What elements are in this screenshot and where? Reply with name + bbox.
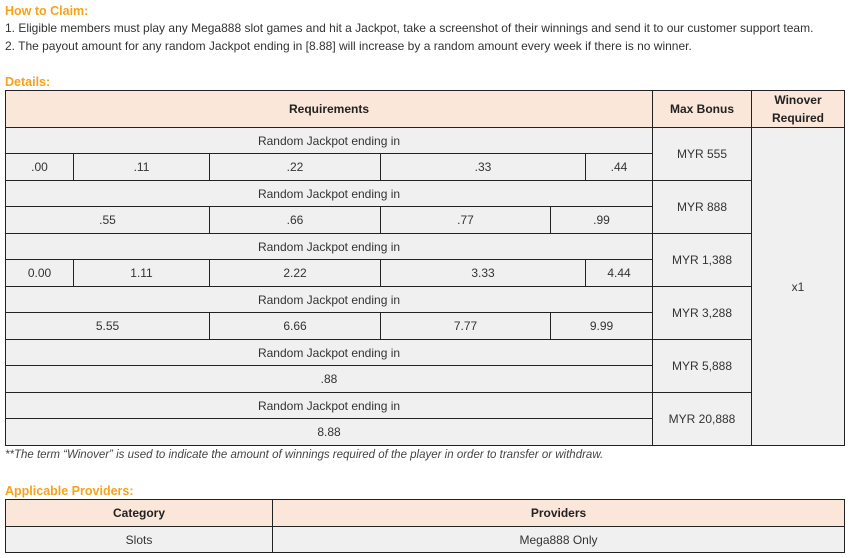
winover-value: x1 (751, 127, 845, 446)
jackpot-ending-value: 6.66 (209, 312, 381, 340)
jackpot-group-label: Random Jackpot ending in (5, 392, 653, 419)
jackpot-group-label: Random Jackpot ending in (5, 127, 653, 154)
jackpot-ending-value: 9.99 (550, 312, 653, 340)
jackpot-ending-value: .11 (73, 153, 210, 181)
jackpot-ending-value: 5.55 (5, 312, 210, 340)
jackpot-ending-value: .44 (585, 153, 653, 181)
jackpot-ending-value: .77 (380, 206, 551, 234)
max-bonus-header: Max Bonus (652, 90, 752, 128)
max-bonus-value: MYR 5,888 (652, 339, 752, 393)
jackpot-group-label: Random Jackpot ending in (5, 180, 653, 207)
jackpot-ending-value: .88 (5, 365, 653, 393)
category-cell: Slots (5, 526, 273, 553)
jackpot-ending-value: .66 (209, 206, 381, 234)
category-header: Category (5, 499, 273, 527)
jackpot-group-label: Random Jackpot ending in (5, 233, 653, 260)
jackpot-ending-value: 7.77 (380, 312, 551, 340)
jackpot-ending-value: .99 (550, 206, 653, 234)
jackpot-ending-value: 4.44 (585, 259, 653, 287)
jackpot-ending-value: 3.33 (380, 259, 586, 287)
jackpot-ending-value: 2.22 (209, 259, 381, 287)
winover-note: **The term “Winover” is used to indicate… (5, 449, 604, 461)
jackpot-group-label: Random Jackpot ending in (5, 339, 653, 366)
jackpot-ending-value: 8.88 (5, 418, 653, 446)
provider-cell: Mega888 Only (272, 526, 845, 553)
max-bonus-value: MYR 20,888 (652, 392, 752, 446)
jackpot-ending-value: .33 (380, 153, 586, 181)
claim-step-2: 2. The payout amount for any random Jack… (5, 39, 692, 53)
claim-step-1: 1. Eligible members must play any Mega88… (5, 21, 814, 35)
max-bonus-value: MYR 3,288 (652, 286, 752, 340)
requirements-header: Requirements (5, 90, 653, 128)
providers-title: Applicable Providers: (5, 484, 134, 498)
jackpot-ending-value: 0.00 (5, 259, 74, 287)
max-bonus-value: MYR 1,388 (652, 233, 752, 287)
jackpot-group-label: Random Jackpot ending in (5, 286, 653, 313)
providers-header: Providers (272, 499, 845, 527)
jackpot-ending-value: .00 (5, 153, 74, 181)
jackpot-ending-value: .55 (5, 206, 210, 234)
jackpot-ending-value: .22 (209, 153, 381, 181)
jackpot-ending-value: 1.11 (73, 259, 210, 287)
max-bonus-value: MYR 888 (652, 180, 752, 234)
details-title: Details: (5, 75, 51, 89)
max-bonus-value: MYR 555 (652, 127, 752, 181)
winover-header: Winover Required (751, 90, 845, 128)
how-to-claim-title: How to Claim: (5, 4, 89, 18)
